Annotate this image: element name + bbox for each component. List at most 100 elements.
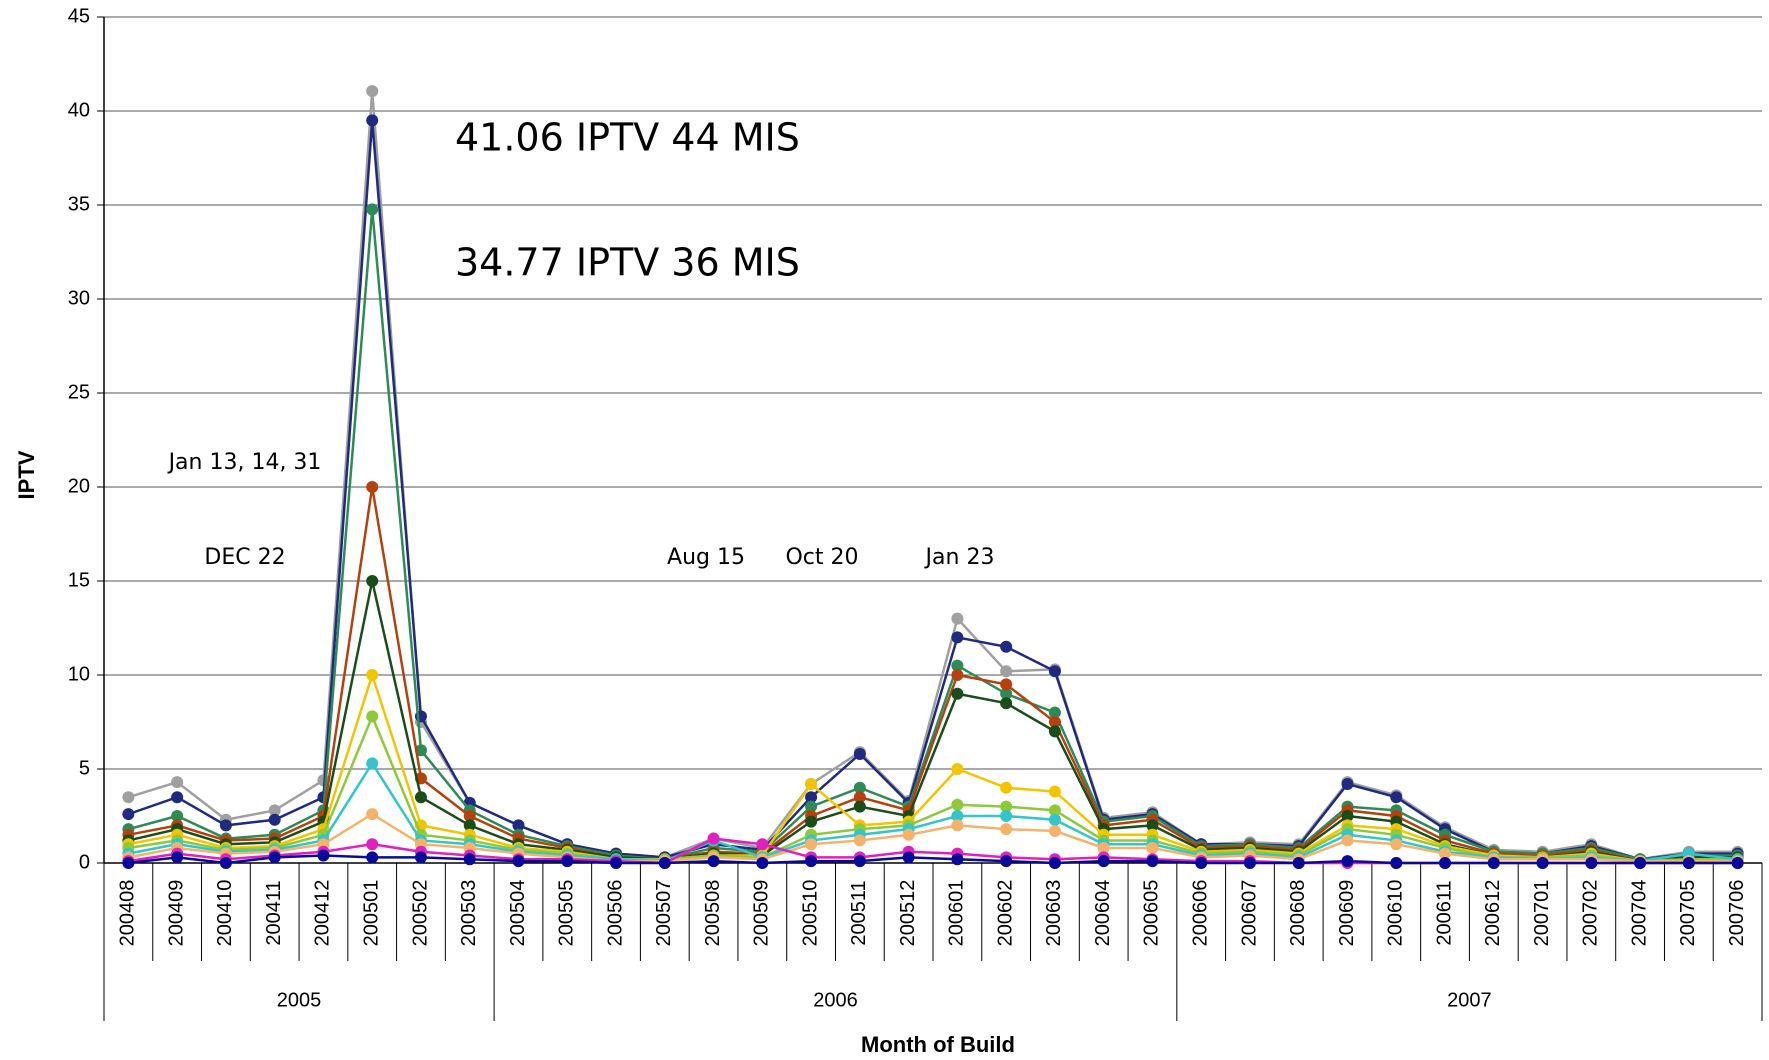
x-tick-label: 200605 — [1141, 880, 1163, 947]
point — [853, 834, 866, 847]
x-tick-label: 200611 — [1433, 880, 1455, 945]
point — [317, 849, 330, 862]
x-tick-label: 200501 — [360, 880, 382, 947]
x-tick-label: 200701 — [1531, 880, 1553, 947]
point — [1439, 847, 1452, 860]
annotation: 34.77 IPTV 36 MIS — [455, 241, 800, 285]
x-tick-label: 200612 — [1482, 880, 1504, 947]
point — [1048, 857, 1061, 869]
point — [951, 853, 964, 866]
x-tick-label: 200506 — [604, 880, 626, 947]
point — [1487, 857, 1500, 869]
point — [1097, 855, 1110, 868]
point — [366, 203, 379, 216]
x-tick-label: 200706 — [1726, 880, 1748, 947]
x-tick-label: 200508 — [702, 880, 724, 947]
point — [171, 851, 184, 864]
point — [366, 575, 379, 587]
x-tick-label: 200512 — [897, 880, 919, 947]
point — [805, 855, 818, 868]
point — [1000, 823, 1013, 836]
point — [366, 481, 379, 493]
point — [1439, 857, 1452, 869]
series-line — [127, 120, 1738, 861]
point — [951, 798, 964, 811]
point — [512, 855, 525, 868]
point — [366, 710, 379, 723]
point — [171, 810, 184, 822]
point — [1048, 813, 1061, 826]
x-tick-label: 200602 — [994, 880, 1016, 947]
point — [1634, 857, 1647, 869]
point — [1390, 791, 1403, 804]
y-tick-label: 15 — [68, 569, 90, 591]
x-tick-label: 200601 — [946, 880, 968, 947]
point — [1341, 855, 1354, 868]
y-axis-label: IPTV — [14, 450, 39, 499]
point — [1146, 819, 1159, 832]
y-tick-label: 5 — [79, 757, 90, 779]
y-tick-label: 20 — [68, 475, 90, 497]
point — [1390, 838, 1403, 851]
x-tick-label: 200705 — [1677, 880, 1699, 947]
point — [463, 810, 476, 822]
x-tick-label: 200610 — [1385, 880, 1407, 947]
point — [951, 631, 964, 644]
series-line — [128, 670, 1738, 863]
y-tick-label: 10 — [68, 663, 90, 685]
point — [1536, 857, 1549, 869]
point — [366, 114, 379, 127]
point — [1341, 810, 1354, 822]
x-tick-label: 200507 — [653, 880, 675, 947]
point — [756, 838, 769, 851]
point — [268, 851, 281, 864]
point — [853, 747, 866, 760]
point — [1048, 725, 1061, 738]
point — [122, 857, 135, 869]
point — [1000, 687, 1013, 700]
point — [561, 855, 574, 868]
point — [902, 828, 915, 841]
y-tick-label: 30 — [68, 287, 90, 309]
y-tick-label: 40 — [68, 99, 90, 121]
point — [1000, 678, 1013, 691]
series-line — [128, 713, 1738, 863]
point — [707, 832, 720, 845]
series-line — [128, 486, 1738, 863]
point — [366, 757, 379, 770]
point — [366, 85, 379, 98]
x-tick-label: 200504 — [507, 880, 529, 947]
x-tick-label: 200410 — [214, 880, 236, 947]
x-tick-label: 200502 — [409, 880, 431, 947]
x-tick-label: 200510 — [799, 880, 821, 947]
series-line — [128, 209, 1738, 861]
point — [463, 819, 476, 832]
point — [1048, 665, 1061, 678]
y-tick-label: 0 — [79, 851, 90, 873]
point — [1000, 640, 1013, 653]
point — [1341, 778, 1354, 791]
y-tick-label: 25 — [68, 381, 90, 403]
annotation: Jan 23 — [924, 545, 995, 570]
series-line — [128, 812, 1738, 863]
point — [756, 857, 769, 869]
x-tick-label: 200604 — [1092, 880, 1114, 947]
point — [1682, 857, 1695, 869]
annotation: Oct 20 — [785, 545, 858, 570]
point — [1097, 841, 1110, 854]
point — [122, 808, 135, 821]
point — [171, 776, 184, 789]
point — [805, 800, 818, 813]
annotation: Jan 13, 14, 31 — [167, 450, 322, 475]
point — [853, 800, 866, 813]
point — [268, 813, 281, 826]
point — [1000, 855, 1013, 868]
point — [805, 838, 818, 851]
x-tick-label: 200509 — [751, 880, 773, 947]
point — [805, 778, 818, 791]
point — [366, 808, 379, 821]
point — [1048, 785, 1061, 798]
point — [512, 819, 525, 832]
annotation: DEC 22 — [204, 545, 285, 570]
